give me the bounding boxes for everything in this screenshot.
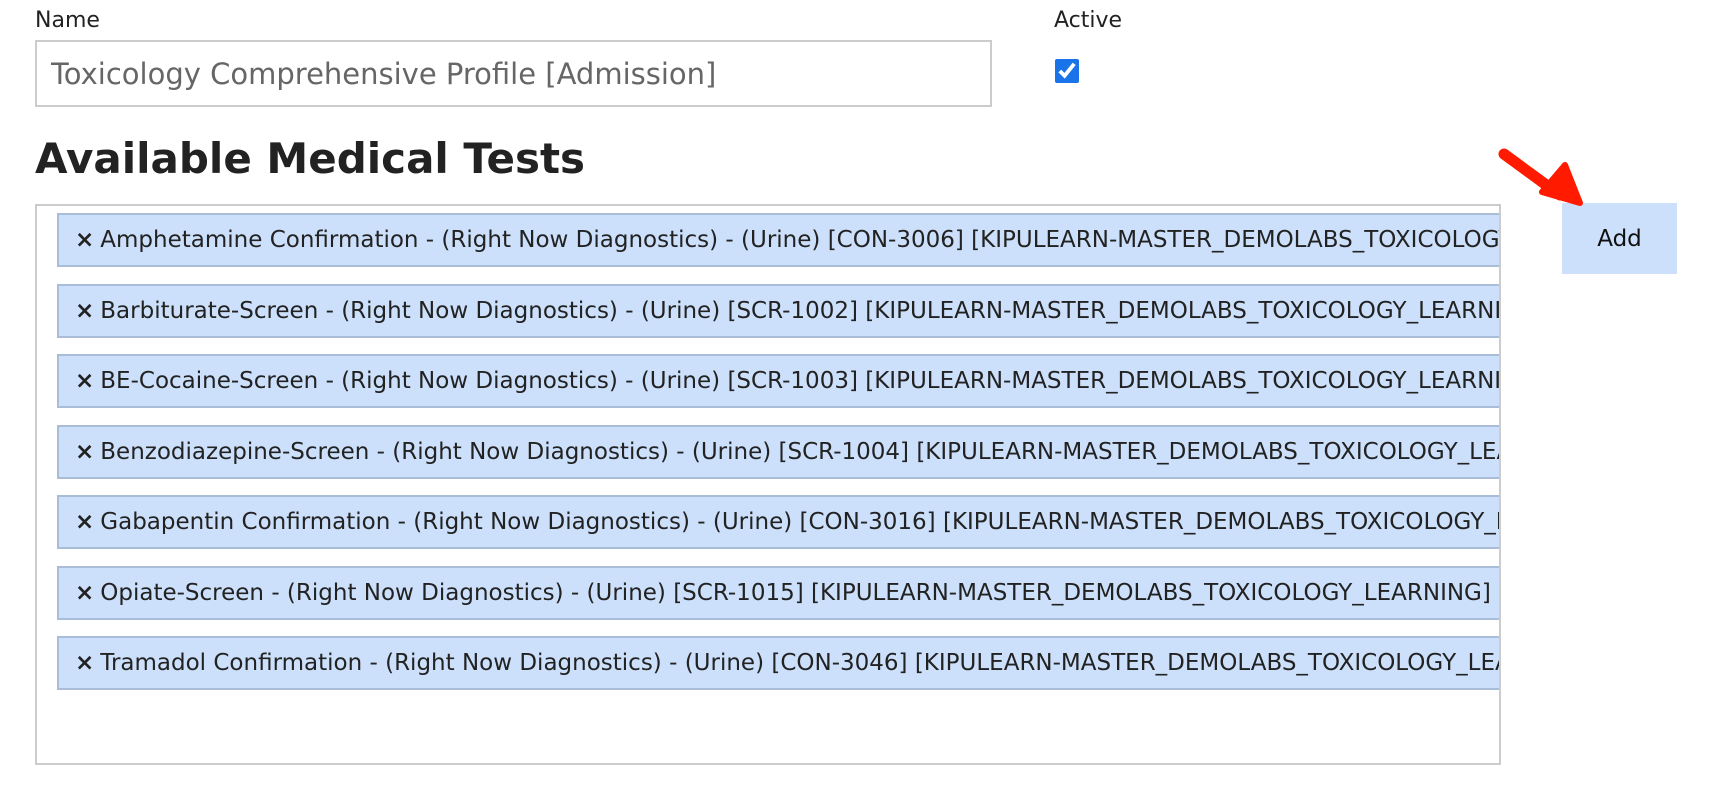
list-item[interactable]: × Gabapentin Confirmation - (Right Now Di… xyxy=(57,495,1501,549)
list-item-label: Barbiturate-Screen - (Right Now Diagnost… xyxy=(100,297,1501,324)
remove-icon[interactable]: × xyxy=(75,227,95,253)
remove-icon[interactable]: × xyxy=(75,438,95,465)
add-button[interactable]: Add xyxy=(1562,203,1677,274)
remove-icon[interactable]: × xyxy=(75,650,95,676)
name-input[interactable] xyxy=(35,40,992,107)
list-item-label: Gabapentin Confirmation - (Right Now Dia… xyxy=(100,509,1501,535)
active-checkbox[interactable] xyxy=(1055,59,1079,83)
remove-icon[interactable]: × xyxy=(75,297,95,324)
list-item[interactable]: × Amphetamine Confirmation - (Right Now D… xyxy=(57,213,1501,267)
list-item-label: Benzodiazepine-Screen - (Right Now Diagn… xyxy=(100,438,1501,465)
list-item[interactable]: × Opiate-Screen - (Right Now Diagnostics)… xyxy=(57,565,1499,620)
active-label: Active xyxy=(1054,8,1123,33)
list-item-label: Tramadol Confirmation - (Right Now Diagn… xyxy=(100,650,1501,676)
list-item-label: Opiate-Screen - (Right Now Diagnostics) … xyxy=(100,579,1491,606)
medical-tests-list[interactable]: × Amphetamine Confirmation - (Right Now D… xyxy=(35,204,1501,765)
arrow-down-right-icon xyxy=(1498,148,1583,206)
section-title: Available Medical Tests xyxy=(35,134,586,183)
remove-icon[interactable]: × xyxy=(75,509,95,535)
list-item[interactable]: × Barbiturate-Screen - (Right Now Diagnos… xyxy=(57,283,1501,338)
remove-icon[interactable]: × xyxy=(75,579,95,606)
remove-icon[interactable]: × xyxy=(75,368,95,394)
list-item-label: BE-Cocaine-Screen - (Right Now Diagnosti… xyxy=(100,368,1501,394)
list-item[interactable]: × BE-Cocaine-Screen - (Right Now Diagnost… xyxy=(57,354,1501,408)
list-item[interactable]: × Tramadol Confirmation - (Right Now Diag… xyxy=(57,636,1501,690)
list-item[interactable]: × Benzodiazepine-Screen - (Right Now Diag… xyxy=(57,424,1501,479)
list-item-label: Amphetamine Confirmation - (Right Now Di… xyxy=(100,227,1501,253)
name-label: Name xyxy=(35,8,100,33)
